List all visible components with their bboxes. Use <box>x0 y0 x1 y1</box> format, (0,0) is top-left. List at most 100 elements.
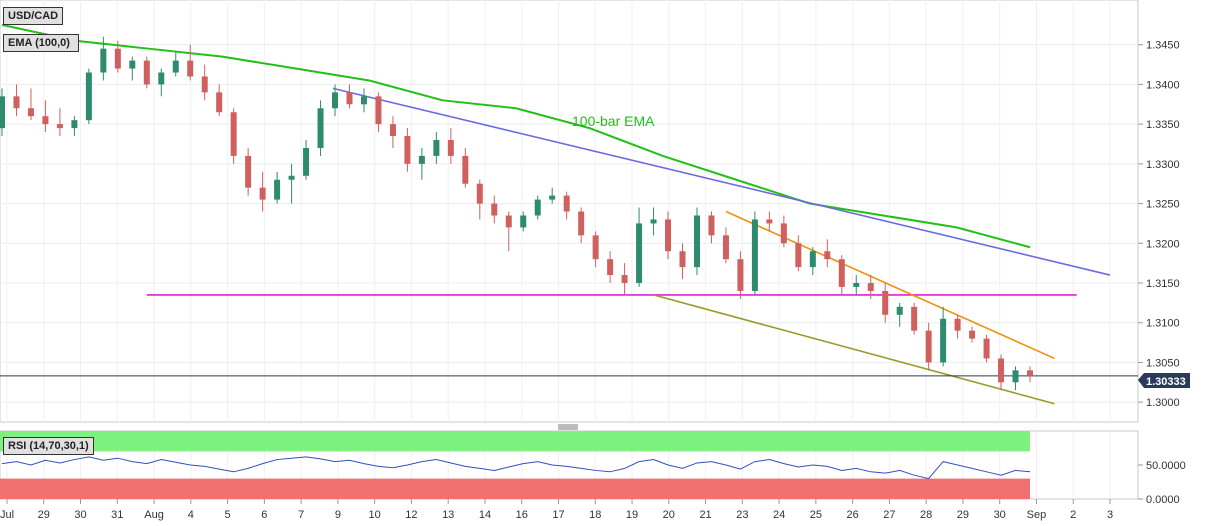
candle-body <box>679 251 686 268</box>
price-tick-label: 1.3200 <box>1146 238 1180 250</box>
candle-body <box>56 124 63 129</box>
candle-body <box>911 306 918 331</box>
time-tick-label: 23 <box>736 509 748 521</box>
candle-body <box>520 215 527 228</box>
time-tick-label: 20 <box>663 509 675 521</box>
candle-body <box>332 92 339 109</box>
candle-body <box>303 147 310 176</box>
candle-body <box>1027 370 1033 376</box>
symbol-label[interactable]: USD/CAD <box>3 7 64 25</box>
time-tick-label: 7 <box>298 509 304 521</box>
last-price-label: 1.30333 <box>1146 376 1186 388</box>
candles <box>0 36 1033 391</box>
time-tick-label: 9 <box>335 509 341 521</box>
time-tick-label: 21 <box>699 509 711 521</box>
price-tick-label: 1.3000 <box>1146 397 1180 409</box>
candle-body <box>853 283 860 287</box>
candle-body <box>607 259 614 276</box>
price-tick-label: 1.3100 <box>1146 318 1180 330</box>
candle-body <box>722 235 729 260</box>
candle-body <box>882 290 889 315</box>
price-tick-label: 1.3050 <box>1146 357 1180 369</box>
candle-body <box>187 60 194 77</box>
time-tick-label: 29 <box>38 509 50 521</box>
time-tick-label: Sep <box>1027 509 1047 521</box>
time-tick-label: Aug <box>144 509 164 521</box>
candle-body <box>143 60 150 85</box>
price-tick-label: 1.3450 <box>1146 40 1180 52</box>
candle-body <box>983 338 990 359</box>
candle-body <box>665 219 672 252</box>
candle-body <box>824 251 831 260</box>
ema-indicator-label[interactable]: EMA (100,0) <box>3 34 79 52</box>
candle-body <box>0 96 5 129</box>
candle-body <box>274 179 281 200</box>
rsi-tick-label: 50.0000 <box>1146 460 1186 472</box>
candle-body <box>998 358 1005 383</box>
candle-body <box>867 283 874 291</box>
price-tick-label: 1.3400 <box>1146 79 1180 91</box>
candle-body <box>766 219 773 224</box>
time-tick-label: 28 <box>920 509 932 521</box>
time-tick-label: 30 <box>74 509 86 521</box>
channel-upper-line <box>725 210 1055 360</box>
downtrend-line <box>332 87 1111 276</box>
candle-body <box>693 215 700 268</box>
candle-body <box>216 92 223 113</box>
candle-body <box>505 215 512 228</box>
time-tick-label: 24 <box>773 509 785 521</box>
candle-body <box>317 108 324 148</box>
candle-body <box>27 108 34 117</box>
candle-body <box>476 183 483 204</box>
candle-body <box>491 203 498 216</box>
candle-body <box>100 48 107 73</box>
time-tick-label: 10 <box>369 509 381 521</box>
candle-body <box>172 60 179 73</box>
time-tick-label: 6 <box>261 509 267 521</box>
candle-body <box>447 140 454 156</box>
rsi-tick-label: 0.0000 <box>1146 494 1180 506</box>
candle-body <box>230 112 237 156</box>
candle-body <box>13 96 20 109</box>
candle-body <box>462 155 469 184</box>
time-tick-label: 30 <box>994 509 1006 521</box>
candle-body <box>795 243 802 268</box>
candle-body <box>534 199 541 216</box>
ema-100-line <box>1 23 1031 249</box>
candle-body <box>42 116 49 125</box>
candle-body <box>245 155 252 188</box>
candle-body <box>780 223 787 244</box>
candle-body <box>751 219 758 291</box>
candle-body <box>578 211 585 236</box>
candle-body <box>114 48 121 69</box>
time-tick-label: 27 <box>883 509 895 521</box>
candle-body <box>1012 370 1019 383</box>
candle-body <box>563 195 570 212</box>
candle-body <box>375 96 382 125</box>
time-axis: Jul 29 30 31 Aug 4 5 6 7 9 10 12 13 14 16 17 18 19 20 21 23 2… <box>0 499 1113 521</box>
price-tick-label: 1.3250 <box>1146 199 1180 211</box>
rsi-indicator-label[interactable]: RSI (14,70,30,1) <box>3 437 94 455</box>
candle-body <box>925 330 932 363</box>
candle-body <box>129 60 136 69</box>
rsi-oversold-band <box>0 478 1030 499</box>
time-tick-label: 31 <box>111 509 123 521</box>
time-tick-label: 25 <box>810 509 822 521</box>
price-tick-label: 1.3150 <box>1146 278 1180 290</box>
candle-body <box>737 259 744 291</box>
candle-body <box>592 235 599 260</box>
candle-body <box>636 223 643 283</box>
last-price-tag: 1.30333 <box>1138 373 1190 388</box>
rsi-overbought-band <box>0 431 1030 452</box>
panel-resize-handle[interactable] <box>556 424 580 430</box>
time-tick-label: 18 <box>589 509 601 521</box>
price-tick-label: 1.3350 <box>1146 119 1180 131</box>
candle-body <box>389 124 396 137</box>
time-tick-label: 26 <box>847 509 859 521</box>
candle-body <box>940 318 947 363</box>
time-tick-label: 19 <box>626 509 638 521</box>
candle-body <box>346 92 353 105</box>
time-tick-label: 17 <box>552 509 564 521</box>
time-tick-label: 16 <box>516 509 528 521</box>
